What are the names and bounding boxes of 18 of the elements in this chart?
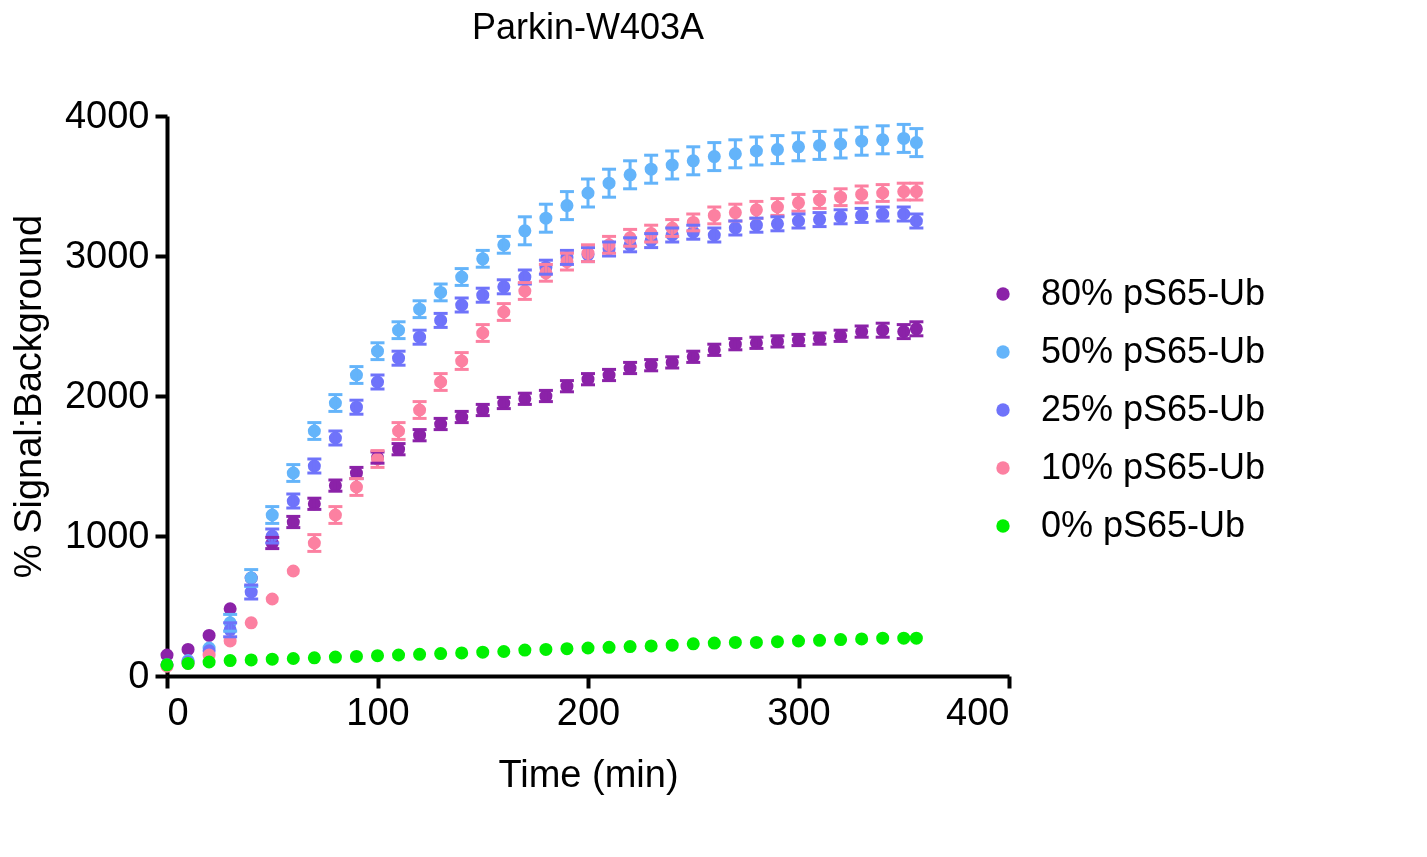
- y-tick-label: 0: [128, 653, 150, 696]
- y-tick-label: 4000: [64, 93, 150, 136]
- legend-label: 10% pS65-Ub: [1041, 446, 1266, 487]
- x-tick-label: 300: [767, 690, 831, 733]
- chart-title: Parkin-W403A: [471, 6, 705, 47]
- legend-label: 25% pS65-Ub: [1041, 388, 1266, 429]
- legend-label: 0% pS65-Ub: [1041, 504, 1246, 545]
- x-tick-label: 400: [946, 690, 1010, 733]
- x-tick-label: 200: [556, 690, 621, 733]
- y-tick-label: 2000: [64, 373, 150, 416]
- y-tick-label: 1000: [64, 513, 150, 556]
- y-axis-title: % Signal:Background: [6, 214, 49, 579]
- x-tick-label: 100: [346, 690, 410, 733]
- legend-label: 80% pS65-Ub: [1041, 272, 1266, 313]
- legend-label: 50% pS65-Ub: [1041, 330, 1266, 371]
- y-tick-label: 3000: [64, 233, 150, 276]
- x-tick-label: 0: [167, 690, 189, 733]
- x-axis-title: Time (min): [498, 752, 679, 795]
